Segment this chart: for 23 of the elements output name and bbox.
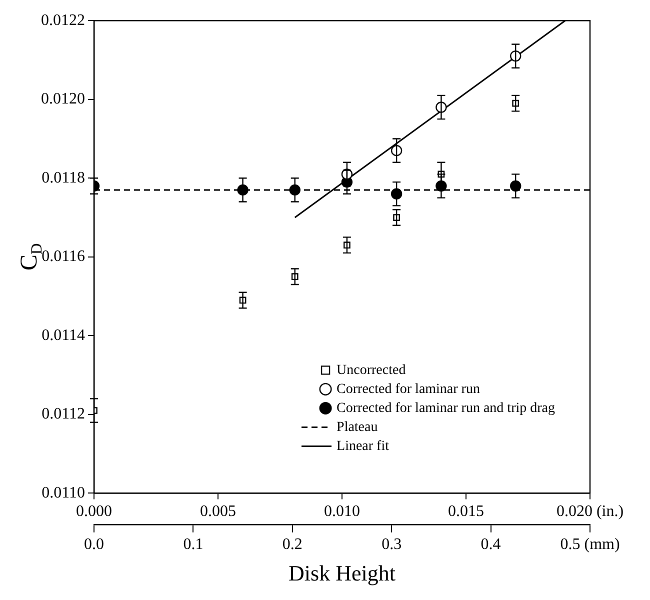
- x-tick-label: 0.015: [448, 503, 484, 520]
- x-tick-label: 0.020 (in.): [556, 503, 624, 520]
- x-tick-label: 0.000: [76, 503, 112, 520]
- x2-tick-label: 0.2: [282, 536, 302, 554]
- y-tick-label: 0.0122: [41, 12, 85, 29]
- y-tick-label: 0.0114: [42, 326, 85, 344]
- legend-label: Corrected for laminar run and trip drag: [336, 400, 556, 416]
- y-tick-label: 0.0112: [42, 406, 85, 423]
- y-tick-label: 0.0118: [42, 169, 85, 186]
- x-tick-label: 0.010: [324, 503, 360, 520]
- x-tick-label: 0.005: [200, 503, 236, 520]
- legend-label: Plateau: [336, 420, 378, 435]
- y-tick-label: 0.0110: [42, 484, 85, 502]
- x-axis-title: Disk Height: [288, 560, 396, 586]
- x2-tick-label: 0.1: [183, 536, 204, 554]
- x2-tick-label: 0.3: [382, 536, 402, 554]
- legend-label: Corrected for laminar run: [336, 382, 480, 397]
- x2-tick-label: 0.4: [480, 536, 501, 554]
- x2-tick-label: 0.0: [84, 536, 104, 554]
- legend-label: Uncorrected: [336, 362, 406, 378]
- y-tick-label: 0.0120: [41, 90, 85, 108]
- x2-tick-label: 0.5 (mm): [560, 536, 620, 554]
- legend-label: Linear fit: [336, 438, 390, 454]
